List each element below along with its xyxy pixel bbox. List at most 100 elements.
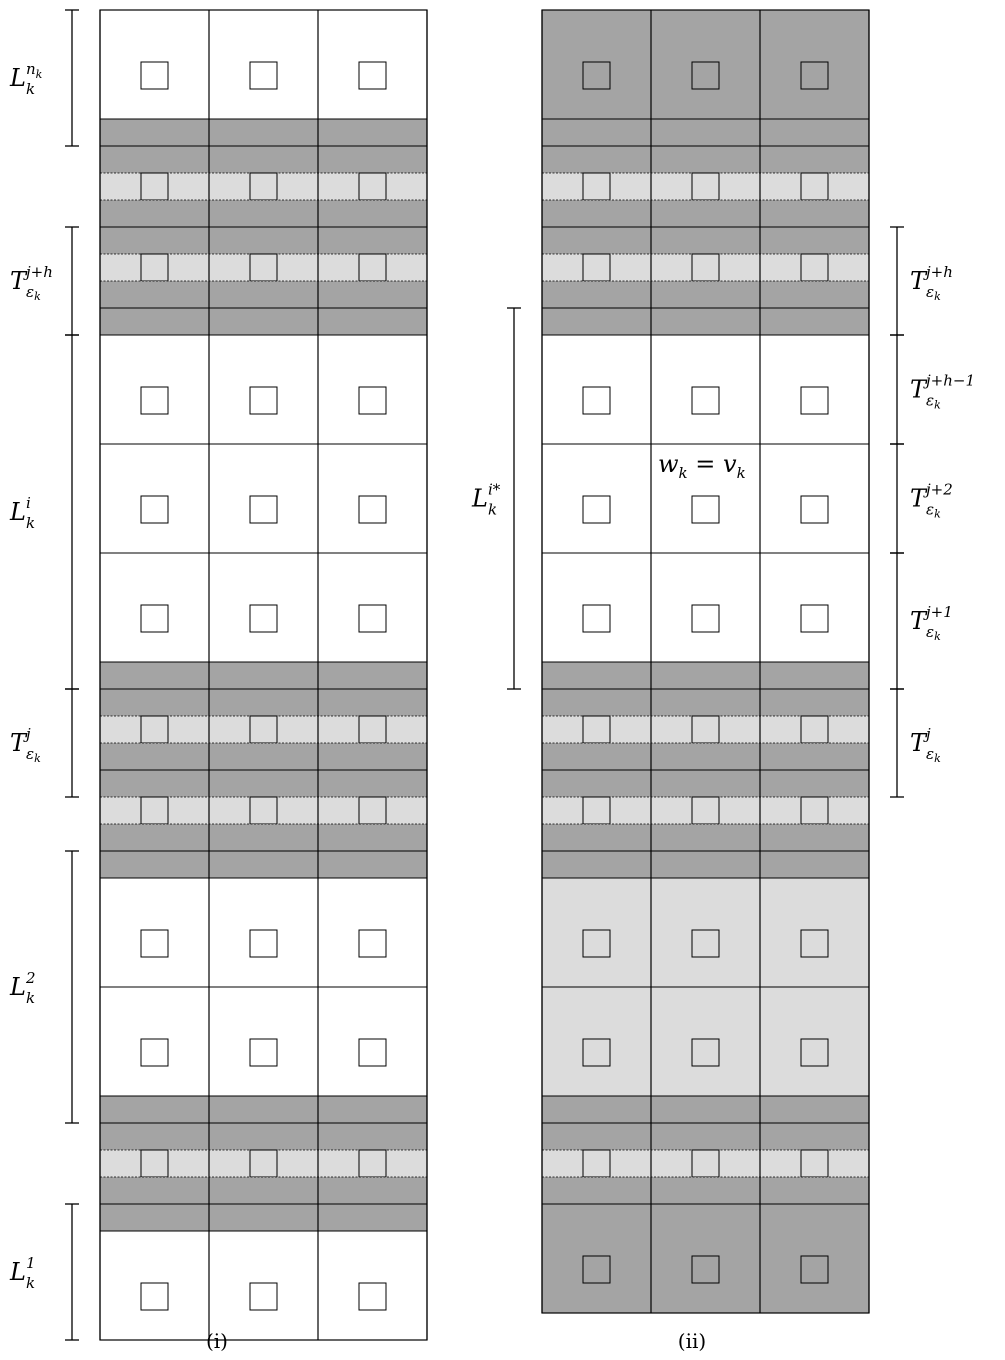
band [318,200,427,227]
band [209,200,318,227]
wk-equals-vk-note: wk = vk [658,450,746,482]
band [542,1177,651,1204]
bracket-label-subscript: εk [926,745,941,765]
band [100,1177,209,1204]
inclusion-square [140,715,169,744]
band [651,200,760,227]
bracket-label-subscript: k [26,514,35,532]
inclusion-square [140,172,169,201]
band [209,770,318,797]
band [760,824,869,851]
bracket-label: Tj+2 [910,481,953,513]
band [318,227,427,254]
band [542,824,651,851]
band [760,119,869,146]
band [209,227,318,254]
band [651,770,760,797]
band [100,281,209,308]
band [100,662,209,689]
band [318,1096,427,1123]
inclusion-square [249,172,278,201]
band [100,308,209,335]
band [100,1096,209,1123]
band [760,851,869,878]
band [651,851,760,878]
bracket-label: Tj+1 [910,603,953,635]
inclusion-square [358,1149,387,1178]
bracket-label-subscript: k [26,1274,35,1292]
inclusion-square [358,604,387,633]
band [100,824,209,851]
inclusion-square [800,61,829,90]
band [651,227,760,254]
band [318,662,427,689]
inclusion-square [358,1282,387,1311]
inclusion-square [358,172,387,201]
inclusion-square [800,796,829,825]
bracket-label-subscript: εk [926,623,941,643]
inclusion-square [691,172,720,201]
inclusion-square [582,61,611,90]
band [760,227,869,254]
inclusion-square [691,1255,720,1284]
inclusion-square [582,1149,611,1178]
band [100,851,209,878]
band [760,308,869,335]
inclusion-square [140,929,169,958]
bracket-label: Tj+h [910,263,953,295]
inclusion-square [691,61,720,90]
inclusion-square [800,386,829,415]
inclusion-square [249,495,278,524]
band [100,1204,209,1231]
band [651,1123,760,1150]
inclusion-square [800,715,829,744]
band [760,662,869,689]
inclusion-square [582,253,611,282]
inclusion-square [800,1255,829,1284]
band [209,119,318,146]
band [542,281,651,308]
inclusion-square [140,604,169,633]
band [651,119,760,146]
bracket-label: Lnk [9,60,43,92]
inclusion-square [140,495,169,524]
band [760,1177,869,1204]
band [651,743,760,770]
bracket-label-subscript: εk [926,283,941,303]
band [651,1177,760,1204]
inclusion-square [249,61,278,90]
panel-i-caption: (i) [206,1329,228,1353]
band [318,689,427,716]
bracket-label: L2 [9,969,35,1001]
bracket-label: Li* [471,481,501,513]
inclusion-square [691,929,720,958]
band [760,689,869,716]
inclusion-square [582,715,611,744]
inclusion-square [800,929,829,958]
bracket-label: Tj+h−1 [910,372,975,404]
band [209,851,318,878]
band [651,146,760,173]
band [209,1177,318,1204]
inclusion-square [140,796,169,825]
bracket-label: Tj [910,725,931,757]
band [542,119,651,146]
band [542,1123,651,1150]
inclusion-square [582,796,611,825]
inclusion-square [249,715,278,744]
bracket-label-subscript: εk [926,392,941,412]
band [651,689,760,716]
band [100,146,209,173]
bracket-label-subscript: εk [26,745,41,765]
inclusion-square [249,604,278,633]
panel-frame [99,9,428,1341]
band [209,824,318,851]
band [100,119,209,146]
inclusion-square [358,495,387,524]
inclusion-square [358,796,387,825]
band [209,308,318,335]
band [100,1123,209,1150]
bracket-label: Tj+h [10,263,53,295]
inclusion-square [140,61,169,90]
